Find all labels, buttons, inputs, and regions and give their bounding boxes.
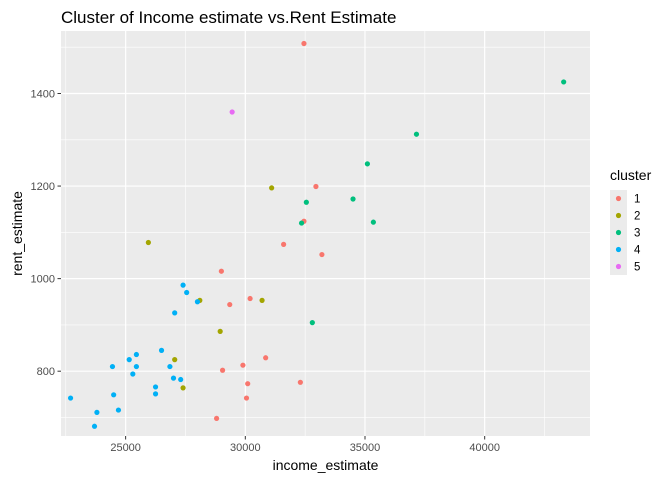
data-point-cluster-3 — [370, 219, 376, 225]
data-point-cluster-4 — [115, 407, 122, 413]
data-point-cluster-3 — [364, 161, 370, 167]
minor-gridlines — [61, 31, 590, 436]
data-point-cluster-2 — [172, 357, 178, 363]
data-point-cluster-2 — [269, 185, 275, 191]
data-point-cluster-4 — [111, 392, 117, 398]
legend-label: 3 — [634, 228, 640, 240]
data-point-cluster-4 — [184, 289, 190, 296]
data-point-cluster-1 — [219, 367, 226, 373]
y-axis-title: rent_estimate — [9, 191, 25, 276]
data-point-cluster-1 — [263, 355, 269, 361]
data-point-cluster-1 — [213, 415, 220, 422]
data-point-cluster-3 — [413, 131, 420, 137]
x-tick-label: 30000 — [230, 442, 261, 454]
data-point-cluster-1 — [281, 241, 287, 247]
data-point-cluster-1 — [243, 395, 250, 401]
data-point-cluster-2 — [145, 239, 151, 246]
legend-label: 2 — [634, 211, 640, 223]
data-point-cluster-4 — [130, 371, 136, 377]
data-point-cluster-4 — [133, 351, 140, 358]
data-point-cluster-2 — [259, 297, 265, 303]
data-point-cluster-4 — [109, 363, 116, 370]
data-point-cluster-4 — [158, 347, 165, 353]
legend-label: 1 — [634, 194, 640, 206]
plot-panel — [61, 31, 590, 436]
data-point-cluster-3 — [303, 199, 309, 205]
data-point-cluster-3 — [561, 79, 567, 85]
data-point-cluster-4 — [67, 395, 74, 401]
y-tick-label: 1400 — [31, 88, 55, 100]
x-axis-title: income_estimate — [273, 457, 379, 473]
data-point-cluster-4 — [152, 391, 159, 397]
data-point-cluster-1 — [247, 295, 253, 302]
x-tick-label: 35000 — [350, 442, 381, 454]
data-points — [67, 40, 567, 429]
data-point-cluster-3 — [309, 320, 315, 326]
data-point-cluster-4 — [91, 423, 98, 429]
data-point-cluster-3 — [350, 196, 356, 202]
chart-title: Cluster of Income estimate vs.Rent Estim… — [61, 8, 396, 27]
data-point-cluster-1 — [313, 183, 319, 190]
y-axis-ticks: 800 1000 1200 1400 — [31, 88, 61, 378]
data-point-cluster-4 — [172, 310, 178, 316]
data-point-cluster-1 — [245, 381, 251, 387]
data-point-cluster-4 — [126, 357, 132, 363]
data-point-cluster-1 — [218, 268, 224, 274]
data-point-cluster-4 — [94, 409, 100, 415]
legend-key-dot — [615, 229, 622, 236]
x-tick-label: 25000 — [110, 442, 141, 454]
legend: cluster 1 2 3 4 5 — [610, 167, 652, 275]
data-point-cluster-1 — [240, 362, 246, 368]
data-point-cluster-4 — [152, 384, 159, 390]
data-point-cluster-2 — [180, 385, 186, 391]
legend-title: cluster — [610, 167, 652, 183]
data-point-cluster-4 — [178, 376, 184, 383]
y-tick-label: 1200 — [31, 181, 55, 193]
data-point-cluster-1 — [301, 40, 307, 47]
legend-label: 5 — [634, 262, 640, 274]
legend-key-dot — [615, 195, 622, 202]
data-point-cluster-4 — [133, 363, 140, 370]
major-gridlines — [61, 31, 590, 436]
data-point-cluster-4 — [167, 363, 173, 370]
data-point-cluster-4 — [170, 375, 177, 381]
legend-key-dot — [615, 263, 622, 270]
x-tick-label: 40000 — [469, 442, 500, 454]
y-tick-label: 800 — [37, 366, 55, 378]
legend-label: 4 — [634, 245, 641, 257]
data-point-cluster-4 — [180, 282, 186, 288]
data-point-cluster-5 — [229, 109, 235, 115]
data-point-cluster-2 — [217, 328, 223, 334]
data-point-cluster-1 — [319, 251, 325, 258]
x-axis-ticks: 25000 30000 35000 40000 — [110, 436, 500, 454]
data-point-cluster-3 — [298, 220, 305, 226]
legend-key-dot — [615, 246, 622, 253]
data-point-cluster-4 — [194, 299, 201, 305]
y-tick-label: 1000 — [31, 274, 55, 286]
legend-key-dot — [615, 212, 622, 219]
data-point-cluster-1 — [227, 301, 233, 308]
data-point-cluster-1 — [297, 379, 303, 385]
legend-keys: 1 2 3 4 5 — [610, 190, 641, 275]
